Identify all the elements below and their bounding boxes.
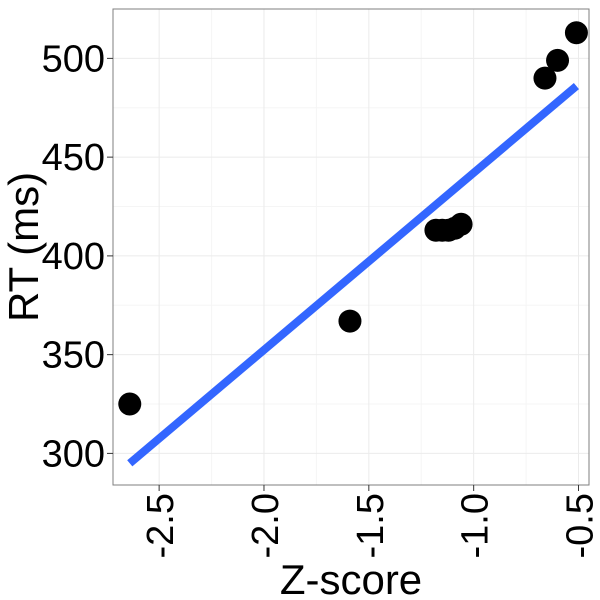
regression-line bbox=[127, 82, 579, 467]
y-axis-ticks: 300 350 400 450 500 bbox=[42, 38, 113, 475]
major-gridlines bbox=[113, 9, 589, 485]
data-point bbox=[564, 21, 588, 45]
data-point bbox=[546, 48, 570, 72]
y-tick-label: 500 bbox=[42, 38, 105, 80]
y-tick-label: 400 bbox=[42, 236, 105, 278]
data-point bbox=[449, 212, 473, 236]
data-point bbox=[338, 309, 362, 333]
y-tick-label: 300 bbox=[42, 433, 105, 475]
regression-line-layer bbox=[127, 82, 579, 467]
data-point bbox=[118, 392, 142, 416]
y-tick-label: 450 bbox=[42, 137, 105, 179]
panel-border bbox=[112, 8, 590, 486]
data-point bbox=[533, 66, 557, 90]
x-tick-label: -1.5 bbox=[350, 493, 392, 558]
y-axis-title: RT (ms) bbox=[0, 172, 47, 322]
minor-gridlines bbox=[113, 9, 589, 485]
x-tick-label: -2.0 bbox=[245, 493, 287, 558]
x-axis-title: Z-score bbox=[280, 556, 422, 600]
x-tick-label: -1.0 bbox=[455, 493, 497, 558]
x-tick-label: -2.5 bbox=[140, 493, 182, 558]
data-points-layer bbox=[118, 21, 588, 416]
x-axis-ticks: -2.5 -2.0 -1.5 -1.0 -0.5 bbox=[140, 485, 600, 558]
x-tick-label: -0.5 bbox=[560, 493, 600, 558]
y-tick-label: 350 bbox=[42, 335, 105, 377]
